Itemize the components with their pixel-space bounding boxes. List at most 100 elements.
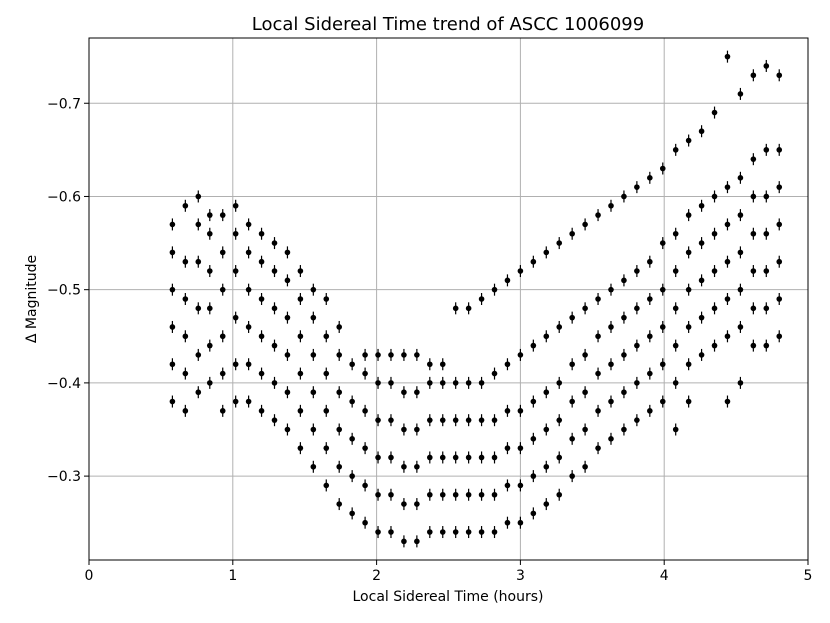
data-point (362, 519, 368, 526)
data-point (621, 193, 627, 200)
data-point (478, 380, 485, 386)
data-point (647, 296, 653, 302)
data-point (698, 352, 705, 358)
data-point (336, 324, 343, 330)
data-point (375, 380, 381, 386)
data-point (271, 342, 278, 349)
axis-ticks: 0 1 2 3 4 5 −0.3 −0.4 −0.5 −0.6 −0.7 (47, 96, 812, 584)
data-point (401, 501, 407, 507)
data-point (608, 324, 614, 330)
data-point (556, 417, 563, 423)
data-point (478, 296, 485, 302)
data-point (232, 398, 239, 405)
data-point (232, 361, 239, 368)
data-point (491, 529, 498, 535)
data-point (672, 147, 679, 153)
data-point (452, 417, 459, 423)
data-point (685, 286, 692, 293)
data-point (672, 380, 679, 386)
data-point (388, 352, 394, 358)
data-point (245, 324, 252, 330)
data-point (724, 221, 731, 228)
data-point (297, 296, 304, 302)
x-tick-label: 3 (516, 568, 525, 584)
data-point (439, 417, 446, 423)
data-point (414, 426, 420, 433)
data-point (504, 519, 511, 526)
data-point (517, 352, 524, 358)
data-point (672, 342, 679, 349)
data-point (388, 529, 394, 535)
plot-frame (88, 37, 809, 561)
data-point (659, 165, 666, 172)
data-point (569, 230, 575, 237)
data-point (414, 463, 420, 470)
data-point (672, 268, 679, 274)
data-points (169, 50, 783, 548)
data-point (439, 529, 446, 535)
data-point (530, 342, 537, 349)
data-point (608, 398, 614, 405)
data-point (750, 193, 757, 200)
data-point (414, 501, 420, 507)
data-point (478, 529, 485, 535)
data-point (245, 221, 252, 228)
data-point (245, 286, 252, 293)
data-point (569, 436, 575, 442)
data-point (362, 408, 368, 414)
data-point (465, 529, 472, 535)
data-point (569, 473, 575, 479)
data-point (336, 426, 343, 433)
data-point (724, 258, 731, 265)
data-point (362, 352, 368, 358)
data-point (724, 296, 731, 302)
data-point (491, 417, 498, 423)
data-point (556, 240, 563, 246)
data-point (195, 305, 202, 312)
data-point (543, 249, 550, 256)
data-point (258, 230, 265, 237)
data-point (621, 277, 627, 284)
data-point (219, 286, 226, 293)
data-point (582, 305, 588, 312)
data-point (647, 333, 653, 340)
data-point (737, 175, 744, 181)
data-point (685, 398, 692, 405)
data-point (478, 454, 485, 461)
data-point (634, 305, 640, 312)
x-tick-label: 5 (804, 568, 813, 584)
data-point (206, 230, 213, 237)
chart-title: Local Sidereal Time trend of ASCC 100609… (252, 14, 644, 35)
data-point (659, 286, 666, 293)
data-point (621, 389, 627, 396)
data-point (336, 352, 343, 358)
data-point (543, 426, 550, 433)
data-point (491, 454, 498, 461)
data-point (323, 408, 330, 414)
data-point (388, 491, 394, 498)
data-point (737, 324, 744, 330)
data-point (336, 463, 343, 470)
data-point (698, 314, 705, 321)
data-point (245, 398, 252, 405)
data-point (763, 230, 770, 237)
x-tick-label: 4 (660, 568, 669, 584)
data-point (388, 454, 394, 461)
data-point (504, 361, 511, 368)
data-point (737, 91, 744, 97)
data-point (169, 249, 176, 256)
data-point (349, 361, 355, 368)
data-point (582, 352, 588, 358)
data-point (452, 380, 459, 386)
data-point (414, 538, 420, 545)
data-point (595, 212, 601, 218)
data-point (634, 268, 640, 274)
data-point (284, 426, 291, 433)
data-point (310, 352, 317, 358)
data-point (504, 277, 511, 284)
data-point (362, 482, 368, 489)
data-point (517, 445, 524, 451)
data-point (685, 361, 692, 368)
data-point (375, 454, 381, 461)
